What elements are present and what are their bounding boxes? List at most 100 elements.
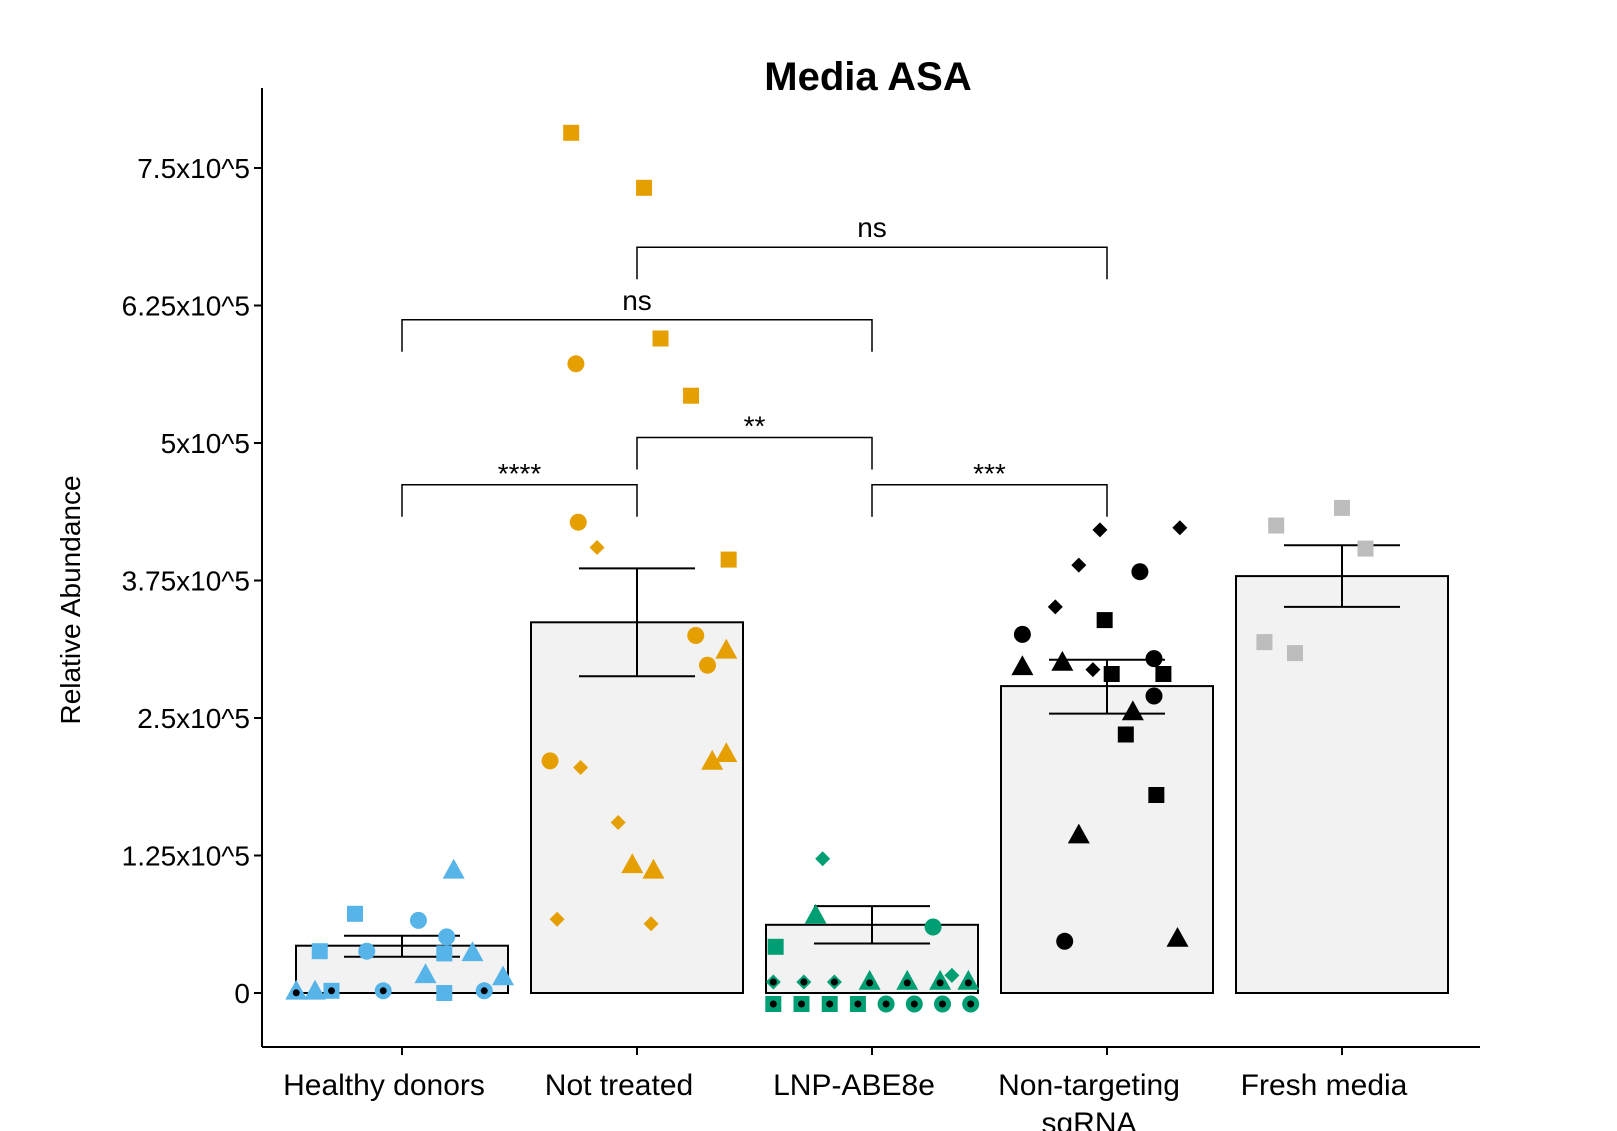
data-point-square <box>767 938 784 955</box>
y-axis-label: Relative Abundance <box>55 475 86 724</box>
data-point-square <box>436 945 453 962</box>
data-point-center <box>379 987 387 995</box>
data-point-circle <box>409 911 427 929</box>
data-point-square <box>1148 787 1165 803</box>
data-point-diamond <box>549 911 565 927</box>
data-point-square <box>1256 634 1273 651</box>
bar <box>1000 685 1214 994</box>
significance-label: *** <box>973 458 1006 489</box>
y-tick-label: 3.75x10^5 <box>122 566 250 597</box>
data-point-circle <box>1145 650 1163 668</box>
significance-label: **** <box>498 458 542 489</box>
data-point-center <box>800 978 808 986</box>
data-point-triangle <box>715 638 738 659</box>
significance-bracket <box>636 246 1108 280</box>
data-point-circle <box>358 942 376 960</box>
plot-area: 0 1.25x10^5 2.5x10^5 3.75x10^5 5x10^5 6.25x10… <box>122 88 1480 1131</box>
data-point-square <box>1155 666 1172 682</box>
data-point-square <box>652 330 669 347</box>
data-point-center <box>769 1000 777 1008</box>
significance-label: ** <box>744 411 766 442</box>
data-point-square <box>720 551 737 568</box>
data-point-diamond <box>1172 520 1188 536</box>
y-tick-label: 2.5x10^5 <box>137 703 250 734</box>
data-point-triangle <box>642 858 665 879</box>
data-point-square <box>436 985 453 1001</box>
significance-label: ns <box>857 212 887 243</box>
data-point-triangle <box>1121 700 1144 721</box>
data-point-center <box>769 978 777 986</box>
data-point-center <box>798 1000 805 1008</box>
data-point-diamond <box>610 815 626 830</box>
data-point-diamond <box>1047 599 1063 615</box>
data-point-center <box>939 1000 946 1008</box>
data-point-square <box>636 179 653 196</box>
data-point-diamond <box>1085 662 1101 678</box>
data-point-square <box>1117 726 1134 743</box>
data-point-circle <box>1131 563 1149 581</box>
data-point-square <box>1268 517 1285 534</box>
data-point-triangle <box>304 979 327 1000</box>
x-tick-label: Healthy donors <box>283 1069 485 1102</box>
chart-title: Media ASA <box>764 55 971 99</box>
data-point-square <box>1096 612 1113 629</box>
significance-label: ns <box>622 285 652 316</box>
data-point-center <box>910 1000 918 1008</box>
data-point-square <box>311 943 328 960</box>
y-tick-label: 6.25x10^5 <box>122 291 250 322</box>
data-point-circle <box>567 355 585 373</box>
data-point-triangle <box>621 853 644 874</box>
data-point-diamond <box>589 540 605 555</box>
data-point-square <box>1334 499 1350 516</box>
x-tick-label: Fresh media <box>1241 1069 1408 1102</box>
data-point-center <box>903 979 911 987</box>
y-tick-label: 5x10^5 <box>161 428 250 459</box>
data-point-circle <box>569 513 587 531</box>
data-point-triangle <box>1166 927 1189 947</box>
data-point-diamond <box>815 851 831 867</box>
data-point-square <box>1287 645 1303 662</box>
data-point-triangle <box>414 963 437 984</box>
data-point-center <box>830 978 838 986</box>
data-point-circle <box>687 627 705 644</box>
data-point-triangle <box>701 749 724 770</box>
x-tick-label: Non-targeting <box>998 1069 1180 1102</box>
x-tick-label-line2: sgRNA <box>1041 1107 1136 1131</box>
y-tick-label: 1.25x10^5 <box>122 841 250 872</box>
data-point-triangle <box>1051 650 1074 671</box>
significance-bracket <box>636 436 873 470</box>
data-point-center <box>826 1000 834 1008</box>
data-point-triangle <box>1011 655 1034 676</box>
data-point-center <box>967 1000 975 1008</box>
data-point-triangle <box>492 965 515 986</box>
data-point-center <box>866 979 874 987</box>
data-point-diamond <box>944 967 960 983</box>
data-point-triangle <box>804 903 827 924</box>
data-point-triangle <box>461 941 484 962</box>
y-tick-label: 0 <box>234 978 250 1009</box>
significance-bracket <box>401 484 638 517</box>
bar <box>530 621 744 994</box>
x-tick-label: LNP-ABE8e <box>773 1069 935 1102</box>
data-point-square <box>1103 666 1120 682</box>
significance-bracket <box>401 319 873 352</box>
data-point-center <box>292 989 300 997</box>
data-point-circle <box>1145 687 1163 705</box>
data-point-center <box>936 979 944 987</box>
data-point-center <box>882 1000 890 1008</box>
data-point-diamond <box>573 760 589 775</box>
data-point-diamond <box>643 916 659 932</box>
data-point-triangle <box>715 742 738 762</box>
data-point-circle <box>1056 932 1074 950</box>
data-point-diamond <box>1092 522 1108 538</box>
data-point-triangle <box>1067 823 1090 844</box>
data-point-square <box>1357 540 1374 557</box>
data-point-square <box>347 905 363 922</box>
data-point-circle <box>924 918 942 936</box>
data-point-center <box>854 1000 862 1008</box>
data-point-diamond <box>1071 557 1087 573</box>
x-tick-label: Not treated <box>545 1069 693 1102</box>
data-point-circle <box>541 752 559 770</box>
data-point-center <box>328 987 335 995</box>
